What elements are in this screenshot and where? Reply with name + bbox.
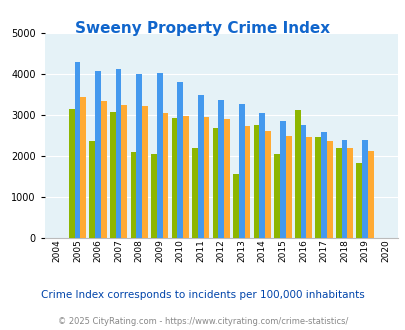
Bar: [300, 125, 305, 238]
Bar: [367, 151, 373, 238]
Bar: [151, 154, 156, 238]
Bar: [101, 101, 107, 238]
Bar: [320, 132, 326, 238]
Bar: [253, 125, 259, 238]
Bar: [75, 62, 80, 238]
Bar: [347, 148, 352, 238]
Bar: [218, 100, 224, 238]
Bar: [274, 154, 279, 238]
Bar: [238, 104, 244, 238]
Text: Crime Index corresponds to incidents per 100,000 inhabitants: Crime Index corresponds to incidents per…: [41, 290, 364, 300]
Bar: [224, 119, 229, 238]
Bar: [121, 105, 127, 238]
Bar: [115, 69, 121, 238]
Text: Sweeny Property Crime Index: Sweeny Property Crime Index: [75, 21, 330, 36]
Bar: [212, 128, 218, 238]
Bar: [110, 112, 115, 238]
Bar: [335, 148, 341, 238]
Bar: [197, 95, 203, 238]
Bar: [264, 131, 270, 238]
Bar: [361, 140, 367, 238]
Bar: [279, 121, 285, 238]
Bar: [162, 113, 168, 238]
Bar: [171, 118, 177, 238]
Bar: [326, 141, 332, 238]
Bar: [232, 174, 238, 238]
Bar: [259, 113, 264, 238]
Bar: [69, 109, 75, 238]
Bar: [203, 117, 209, 238]
Bar: [183, 116, 188, 238]
Bar: [136, 74, 142, 238]
Bar: [177, 82, 183, 238]
Bar: [89, 141, 95, 238]
Bar: [315, 137, 320, 238]
Bar: [305, 137, 311, 238]
Bar: [356, 163, 361, 238]
Bar: [341, 140, 347, 238]
Bar: [294, 110, 300, 238]
Bar: [142, 106, 147, 238]
Bar: [192, 148, 197, 238]
Bar: [244, 126, 250, 238]
Bar: [285, 136, 291, 238]
Text: © 2025 CityRating.com - https://www.cityrating.com/crime-statistics/: © 2025 CityRating.com - https://www.city…: [58, 317, 347, 326]
Bar: [130, 152, 136, 238]
Bar: [95, 71, 101, 238]
Bar: [156, 73, 162, 238]
Bar: [80, 97, 86, 238]
